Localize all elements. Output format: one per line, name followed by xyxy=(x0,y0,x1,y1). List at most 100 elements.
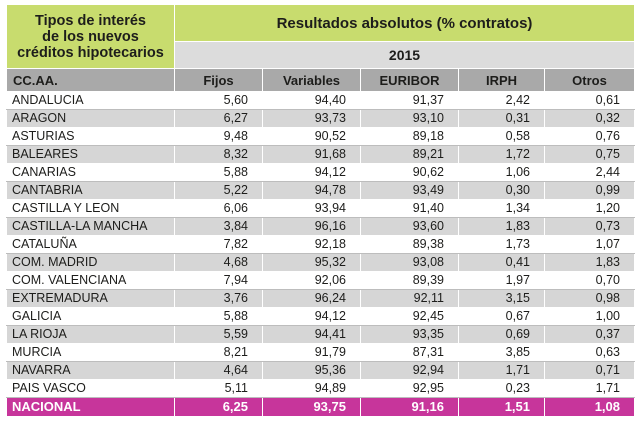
mortgage-rates-table: Tipos de interés de los nuevos créditos … xyxy=(6,4,635,417)
cell-fijos: 8,21 xyxy=(174,343,263,362)
column-headers: CC.AA. Fijos Variables EURIBOR IRPH Otro… xyxy=(6,68,635,92)
cell-irph: 1,34 xyxy=(458,199,545,218)
cell-otros: 0,70 xyxy=(544,271,635,290)
cell-otros: 1,20 xyxy=(544,199,635,218)
cell-fijos: 4,68 xyxy=(174,253,263,272)
cell-fijos: 7,82 xyxy=(174,235,263,254)
cell-irph: 1,71 xyxy=(458,361,545,380)
cell-euribor: 89,21 xyxy=(360,145,459,164)
cell-region: CATALUÑA xyxy=(6,235,175,254)
cell-region: CASTILLA-LA MANCHA xyxy=(6,217,175,236)
results-title: Resultados absolutos (% contratos) xyxy=(174,4,635,42)
table-row: NAVARRA 4,64 95,36 92,94 1,71 0,71 xyxy=(6,361,635,380)
table-row: LA RIOJA 5,59 94,41 93,35 0,69 0,37 xyxy=(6,325,635,344)
cell-euribor: 91,40 xyxy=(360,199,459,218)
cell-euribor: 87,31 xyxy=(360,343,459,362)
column-header-ccaa: CC.AA. xyxy=(6,68,175,92)
table-row: BALEARES 8,32 91,68 89,21 1,72 0,75 xyxy=(6,145,635,164)
cell-variables: 91,79 xyxy=(262,343,361,362)
cell-variables: 94,12 xyxy=(262,307,361,326)
cell-fijos: 5,59 xyxy=(174,325,263,344)
cell-irph: 1,72 xyxy=(458,145,545,164)
table-row: ANDALUCIA 5,60 94,40 91,37 2,42 0,61 xyxy=(6,91,635,110)
cell-variables: 94,40 xyxy=(262,91,361,110)
cell-region: PAIS VASCO xyxy=(6,379,175,398)
cell-euribor: 89,18 xyxy=(360,127,459,146)
cell-region: MURCIA xyxy=(6,343,175,362)
cell-euribor: 93,60 xyxy=(360,217,459,236)
cell-otros: 0,73 xyxy=(544,217,635,236)
cell-otros: 1,07 xyxy=(544,235,635,254)
cell-euribor: 90,62 xyxy=(360,163,459,182)
cell-otros: 0,76 xyxy=(544,127,635,146)
table-row: CASTILLA Y LEON 6,06 93,94 91,40 1,34 1,20 xyxy=(6,199,635,218)
cell-region: ASTURIAS xyxy=(6,127,175,146)
cell-region: COM. VALENCIANA xyxy=(6,271,175,290)
cell-region: CASTILLA Y LEON xyxy=(6,199,175,218)
cell-variables: 94,41 xyxy=(262,325,361,344)
table-row: CATALUÑA 7,82 92,18 89,38 1,73 1,07 xyxy=(6,235,635,254)
cell-euribor: 92,11 xyxy=(360,289,459,308)
cell-euribor: 89,38 xyxy=(360,235,459,254)
cell-fijos: 5,88 xyxy=(174,307,263,326)
cell-variables: 90,52 xyxy=(262,127,361,146)
cell-irph: 0,31 xyxy=(458,109,545,128)
cell-otros: 2,44 xyxy=(544,163,635,182)
total-irph: 1,51 xyxy=(458,397,545,417)
table-row: CANARIAS 5,88 94,12 90,62 1,06 2,44 xyxy=(6,163,635,182)
column-header-variables: Variables xyxy=(262,68,361,92)
cell-variables: 94,12 xyxy=(262,163,361,182)
column-header-fijos: Fijos xyxy=(174,68,263,92)
cell-region: COM. MADRID xyxy=(6,253,175,272)
cell-irph: 1,73 xyxy=(458,235,545,254)
cell-euribor: 93,08 xyxy=(360,253,459,272)
cell-otros: 0,61 xyxy=(544,91,635,110)
cell-irph: 3,85 xyxy=(458,343,545,362)
cell-region: GALICIA xyxy=(6,307,175,326)
table-row: PAIS VASCO 5,11 94,89 92,95 0,23 1,71 xyxy=(6,379,635,398)
cell-euribor: 93,10 xyxy=(360,109,459,128)
cell-variables: 92,06 xyxy=(262,271,361,290)
cell-irph: 3,15 xyxy=(458,289,545,308)
cell-fijos: 8,32 xyxy=(174,145,263,164)
table-row: ARAGON 6,27 93,73 93,10 0,31 0,32 xyxy=(6,109,635,128)
cell-euribor: 92,94 xyxy=(360,361,459,380)
cell-euribor: 92,45 xyxy=(360,307,459,326)
column-header-otros: Otros xyxy=(544,68,635,92)
cell-otros: 0,99 xyxy=(544,181,635,200)
cell-variables: 95,32 xyxy=(262,253,361,272)
cell-variables: 93,94 xyxy=(262,199,361,218)
cell-otros: 1,71 xyxy=(544,379,635,398)
column-header-irph: IRPH xyxy=(458,68,545,92)
cell-variables: 95,36 xyxy=(262,361,361,380)
cell-region: CANTABRIA xyxy=(6,181,175,200)
cell-region: ANDALUCIA xyxy=(6,91,175,110)
cell-irph: 1,97 xyxy=(458,271,545,290)
cell-fijos: 3,84 xyxy=(174,217,263,236)
total-fijos: 6,25 xyxy=(174,397,263,417)
cell-fijos: 6,27 xyxy=(174,109,263,128)
cell-variables: 96,24 xyxy=(262,289,361,308)
cell-irph: 0,69 xyxy=(458,325,545,344)
cell-fijos: 6,06 xyxy=(174,199,263,218)
year-header: 2015 xyxy=(174,41,635,69)
cell-fijos: 4,64 xyxy=(174,361,263,380)
cell-otros: 1,83 xyxy=(544,253,635,272)
cell-otros: 0,37 xyxy=(544,325,635,344)
cell-euribor: 93,49 xyxy=(360,181,459,200)
cell-irph: 0,41 xyxy=(458,253,545,272)
cell-fijos: 5,60 xyxy=(174,91,263,110)
cell-variables: 96,16 xyxy=(262,217,361,236)
cell-fijos: 5,88 xyxy=(174,163,263,182)
cell-euribor: 92,95 xyxy=(360,379,459,398)
cell-otros: 0,75 xyxy=(544,145,635,164)
table-row: CASTILLA-LA MANCHA 3,84 96,16 93,60 1,83 0,73 xyxy=(6,217,635,236)
cell-irph: 0,67 xyxy=(458,307,545,326)
cell-variables: 94,78 xyxy=(262,181,361,200)
cell-irph: 0,58 xyxy=(458,127,545,146)
cell-region: LA RIOJA xyxy=(6,325,175,344)
cell-otros: 0,98 xyxy=(544,289,635,308)
table-title: Tipos de interés de los nuevos créditos … xyxy=(6,4,175,69)
cell-otros: 0,32 xyxy=(544,109,635,128)
cell-region: ARAGON xyxy=(6,109,175,128)
